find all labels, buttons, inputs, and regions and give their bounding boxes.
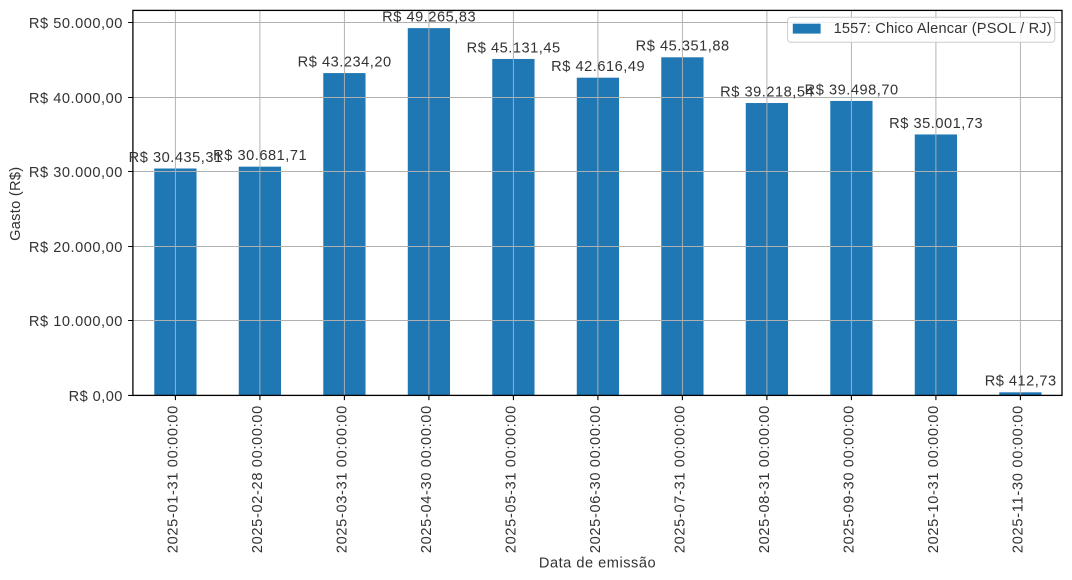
svg-text:R$ 39.218,54: R$ 39.218,54 xyxy=(720,84,813,100)
svg-text:R$ 35.001,73: R$ 35.001,73 xyxy=(889,116,982,132)
svg-text:R$ 39.498,70: R$ 39.498,70 xyxy=(805,82,898,98)
svg-text:R$ 0,00: R$ 0,00 xyxy=(69,389,123,405)
svg-text:R$ 30.435,31: R$ 30.435,31 xyxy=(129,150,222,166)
svg-text:2025-09-30 00:00:00: 2025-09-30 00:00:00 xyxy=(842,406,858,553)
svg-text:2025-02-28 00:00:00: 2025-02-28 00:00:00 xyxy=(250,406,266,553)
svg-text:Data de emissão: Data de emissão xyxy=(539,555,656,571)
svg-text:R$ 10.000,00: R$ 10.000,00 xyxy=(29,314,122,330)
svg-text:1557: Chico Alencar (PSOL / RJ: 1557: Chico Alencar (PSOL / RJ) xyxy=(834,21,1052,37)
svg-text:Gasto (R$): Gasto (R$) xyxy=(8,167,24,241)
svg-text:R$ 45.131,45: R$ 45.131,45 xyxy=(467,40,560,56)
svg-text:R$ 49.265,83: R$ 49.265,83 xyxy=(382,10,475,26)
svg-text:2025-03-31 00:00:00: 2025-03-31 00:00:00 xyxy=(335,406,351,553)
svg-text:R$ 40.000,00: R$ 40.000,00 xyxy=(29,91,122,107)
svg-text:2025-08-31 00:00:00: 2025-08-31 00:00:00 xyxy=(757,406,773,553)
svg-text:2025-06-30 00:00:00: 2025-06-30 00:00:00 xyxy=(588,406,604,553)
svg-text:R$ 412,73: R$ 412,73 xyxy=(985,374,1056,390)
svg-text:R$ 20.000,00: R$ 20.000,00 xyxy=(29,240,122,256)
svg-text:2025-07-31 00:00:00: 2025-07-31 00:00:00 xyxy=(673,406,689,553)
svg-text:2025-01-31 00:00:00: 2025-01-31 00:00:00 xyxy=(166,406,182,553)
svg-text:2025-05-31 00:00:00: 2025-05-31 00:00:00 xyxy=(504,406,520,553)
svg-text:R$ 30.681,71: R$ 30.681,71 xyxy=(213,148,306,164)
svg-text:R$ 50.000,00: R$ 50.000,00 xyxy=(29,16,122,32)
svg-text:R$ 45.351,88: R$ 45.351,88 xyxy=(636,39,729,55)
svg-text:R$ 42.616,49: R$ 42.616,49 xyxy=(551,59,644,75)
svg-text:2025-11-30 00:00:00: 2025-11-30 00:00:00 xyxy=(1011,406,1027,553)
svg-text:2025-10-31 00:00:00: 2025-10-31 00:00:00 xyxy=(926,406,942,553)
svg-text:2025-04-30 00:00:00: 2025-04-30 00:00:00 xyxy=(419,406,435,553)
svg-text:R$ 30.000,00: R$ 30.000,00 xyxy=(29,165,122,181)
svg-text:R$ 43.234,20: R$ 43.234,20 xyxy=(298,54,391,70)
